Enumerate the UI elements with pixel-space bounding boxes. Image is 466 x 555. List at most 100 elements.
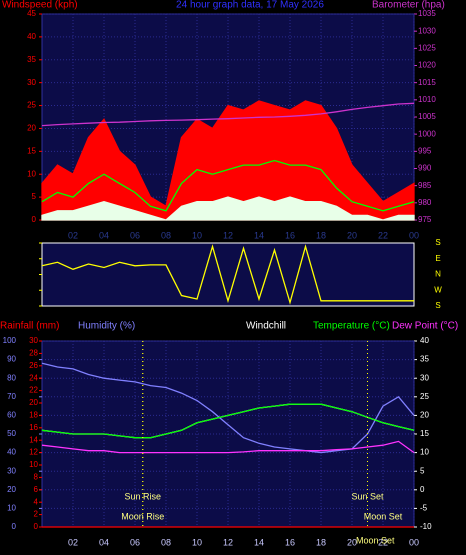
plot-area	[41, 242, 415, 307]
y3-tick-label: 26	[29, 361, 38, 370]
x-tick-label: 14	[254, 230, 264, 240]
y2-tick-label: 1015	[418, 78, 436, 87]
y3-tick-label: 14	[29, 435, 38, 444]
y-tick-label: 15	[27, 146, 36, 155]
y2-axis-title: Barometer (hpa)	[372, 0, 445, 11]
y3-tick-label: 10	[29, 460, 38, 469]
annotation: Moon Set	[356, 535, 395, 545]
chart-title: 24 hour graph data, 17 May 2026	[176, 0, 324, 11]
y-tick-label: S	[435, 238, 440, 247]
y3-tick-label: 4	[34, 497, 39, 506]
x-tick-label: 08	[161, 230, 171, 240]
y-tick-label: 35	[27, 55, 36, 64]
y2-tick-label: 1030	[418, 26, 436, 35]
x-tick-label: 16	[285, 230, 295, 240]
x-tick-label: 20	[347, 537, 357, 547]
y2-tick-label: 1020	[418, 61, 436, 70]
y2-tick-label: 40	[420, 336, 429, 345]
y3-tick-label: 0	[34, 522, 39, 531]
y2-tick-label: 1035	[418, 9, 436, 18]
y3-tick-label: 16	[29, 423, 38, 432]
x-tick-label: 18	[316, 537, 326, 547]
y-tick-label: 5	[32, 192, 37, 201]
y-tick-label: 30	[27, 78, 36, 87]
y-tick-label: 45	[27, 9, 36, 18]
x-tick-label: 10	[192, 537, 202, 547]
x-tick-label: 06	[130, 537, 140, 547]
y-tick-label: N	[435, 270, 441, 279]
series-area	[41, 100, 415, 221]
annotation: Moon Set	[364, 511, 403, 521]
y-tick-label: 25	[27, 101, 36, 110]
x-tick-label: 22	[378, 537, 388, 547]
x-tick-label: 20	[347, 230, 357, 240]
y3-tick-label: 24	[29, 373, 38, 382]
y-tick-label: 10	[7, 504, 16, 513]
y-tick-label: 20	[27, 124, 36, 133]
legend-label: Windchill	[246, 321, 286, 332]
x-tick-label: 10	[192, 230, 202, 240]
y2-tick-label: 1005	[418, 112, 436, 121]
y2-tick-label: 1000	[418, 129, 436, 138]
y2-tick-label: 25	[420, 392, 429, 401]
y-tick-label: 50	[7, 429, 16, 438]
y-tick-label: S	[435, 301, 440, 310]
legend-label: Dew Point (°C)	[392, 321, 458, 332]
series-line	[41, 102, 415, 127]
y-tick-label: W	[434, 285, 442, 294]
y3-tick-label: 22	[29, 386, 38, 395]
y3-tick-label: 2	[34, 510, 39, 519]
x-tick-label: 02	[68, 537, 78, 547]
y3-tick-label: 30	[29, 336, 38, 345]
y2-tick-label: 980	[418, 198, 432, 207]
y2-tick-label: 35	[420, 355, 429, 364]
x-tick-label: 00	[409, 230, 419, 240]
y-tick-label: 100	[3, 336, 17, 345]
y3-tick-label: 18	[29, 411, 38, 420]
y3-tick-label: 20	[29, 398, 38, 407]
y-tick-label: 80	[7, 373, 16, 382]
legend-label: Humidity (%)	[78, 321, 135, 332]
y-tick-label: E	[435, 254, 440, 263]
series-area	[41, 196, 415, 221]
y2-tick-label: 5	[420, 466, 425, 475]
y3-tick-label: 6	[34, 485, 39, 494]
annotation: Sun Rise	[124, 491, 161, 501]
x-tick-label: 22	[378, 230, 388, 240]
series-line	[41, 440, 415, 454]
x-tick-label: 04	[99, 230, 109, 240]
series-line	[41, 159, 415, 212]
y2-tick-label: 985	[418, 181, 432, 190]
y2-tick-label: 20	[420, 411, 429, 420]
y3-tick-label: 8	[34, 473, 39, 482]
y3-tick-label: 12	[29, 448, 38, 457]
x-tick-label: 06	[130, 230, 140, 240]
y2-tick-label: 30	[420, 373, 429, 382]
y-tick-label: 0	[32, 215, 37, 224]
legend-label: Rainfall (mm)	[0, 321, 59, 332]
y-tick-label: 30	[7, 466, 16, 475]
x-tick-label: 00	[409, 537, 419, 547]
x-tick-label: 08	[161, 537, 171, 547]
y2-tick-label: 10	[420, 448, 429, 457]
y-tick-label: 20	[7, 485, 16, 494]
series-line	[41, 244, 414, 305]
y-tick-label: 60	[7, 411, 16, 420]
y3-tick-label: 28	[29, 349, 38, 358]
series-line	[41, 403, 415, 439]
y-tick-label: 40	[27, 32, 36, 41]
x-tick-label: 18	[316, 230, 326, 240]
x-tick-label: 04	[99, 537, 109, 547]
y2-tick-label: 1025	[418, 43, 436, 52]
legend-label: Temperature (°C)	[313, 321, 390, 332]
x-tick-label: 14	[254, 537, 264, 547]
y-axis-title: Windspeed (kph)	[2, 0, 78, 11]
y-tick-label: 0	[12, 522, 17, 531]
y2-tick-label: -10	[420, 522, 432, 531]
y2-tick-label: 995	[418, 146, 432, 155]
x-tick-label: 12	[223, 230, 233, 240]
x-tick-label: 16	[285, 537, 295, 547]
x-tick-label: 12	[223, 537, 233, 547]
y2-tick-label: 15	[420, 429, 429, 438]
